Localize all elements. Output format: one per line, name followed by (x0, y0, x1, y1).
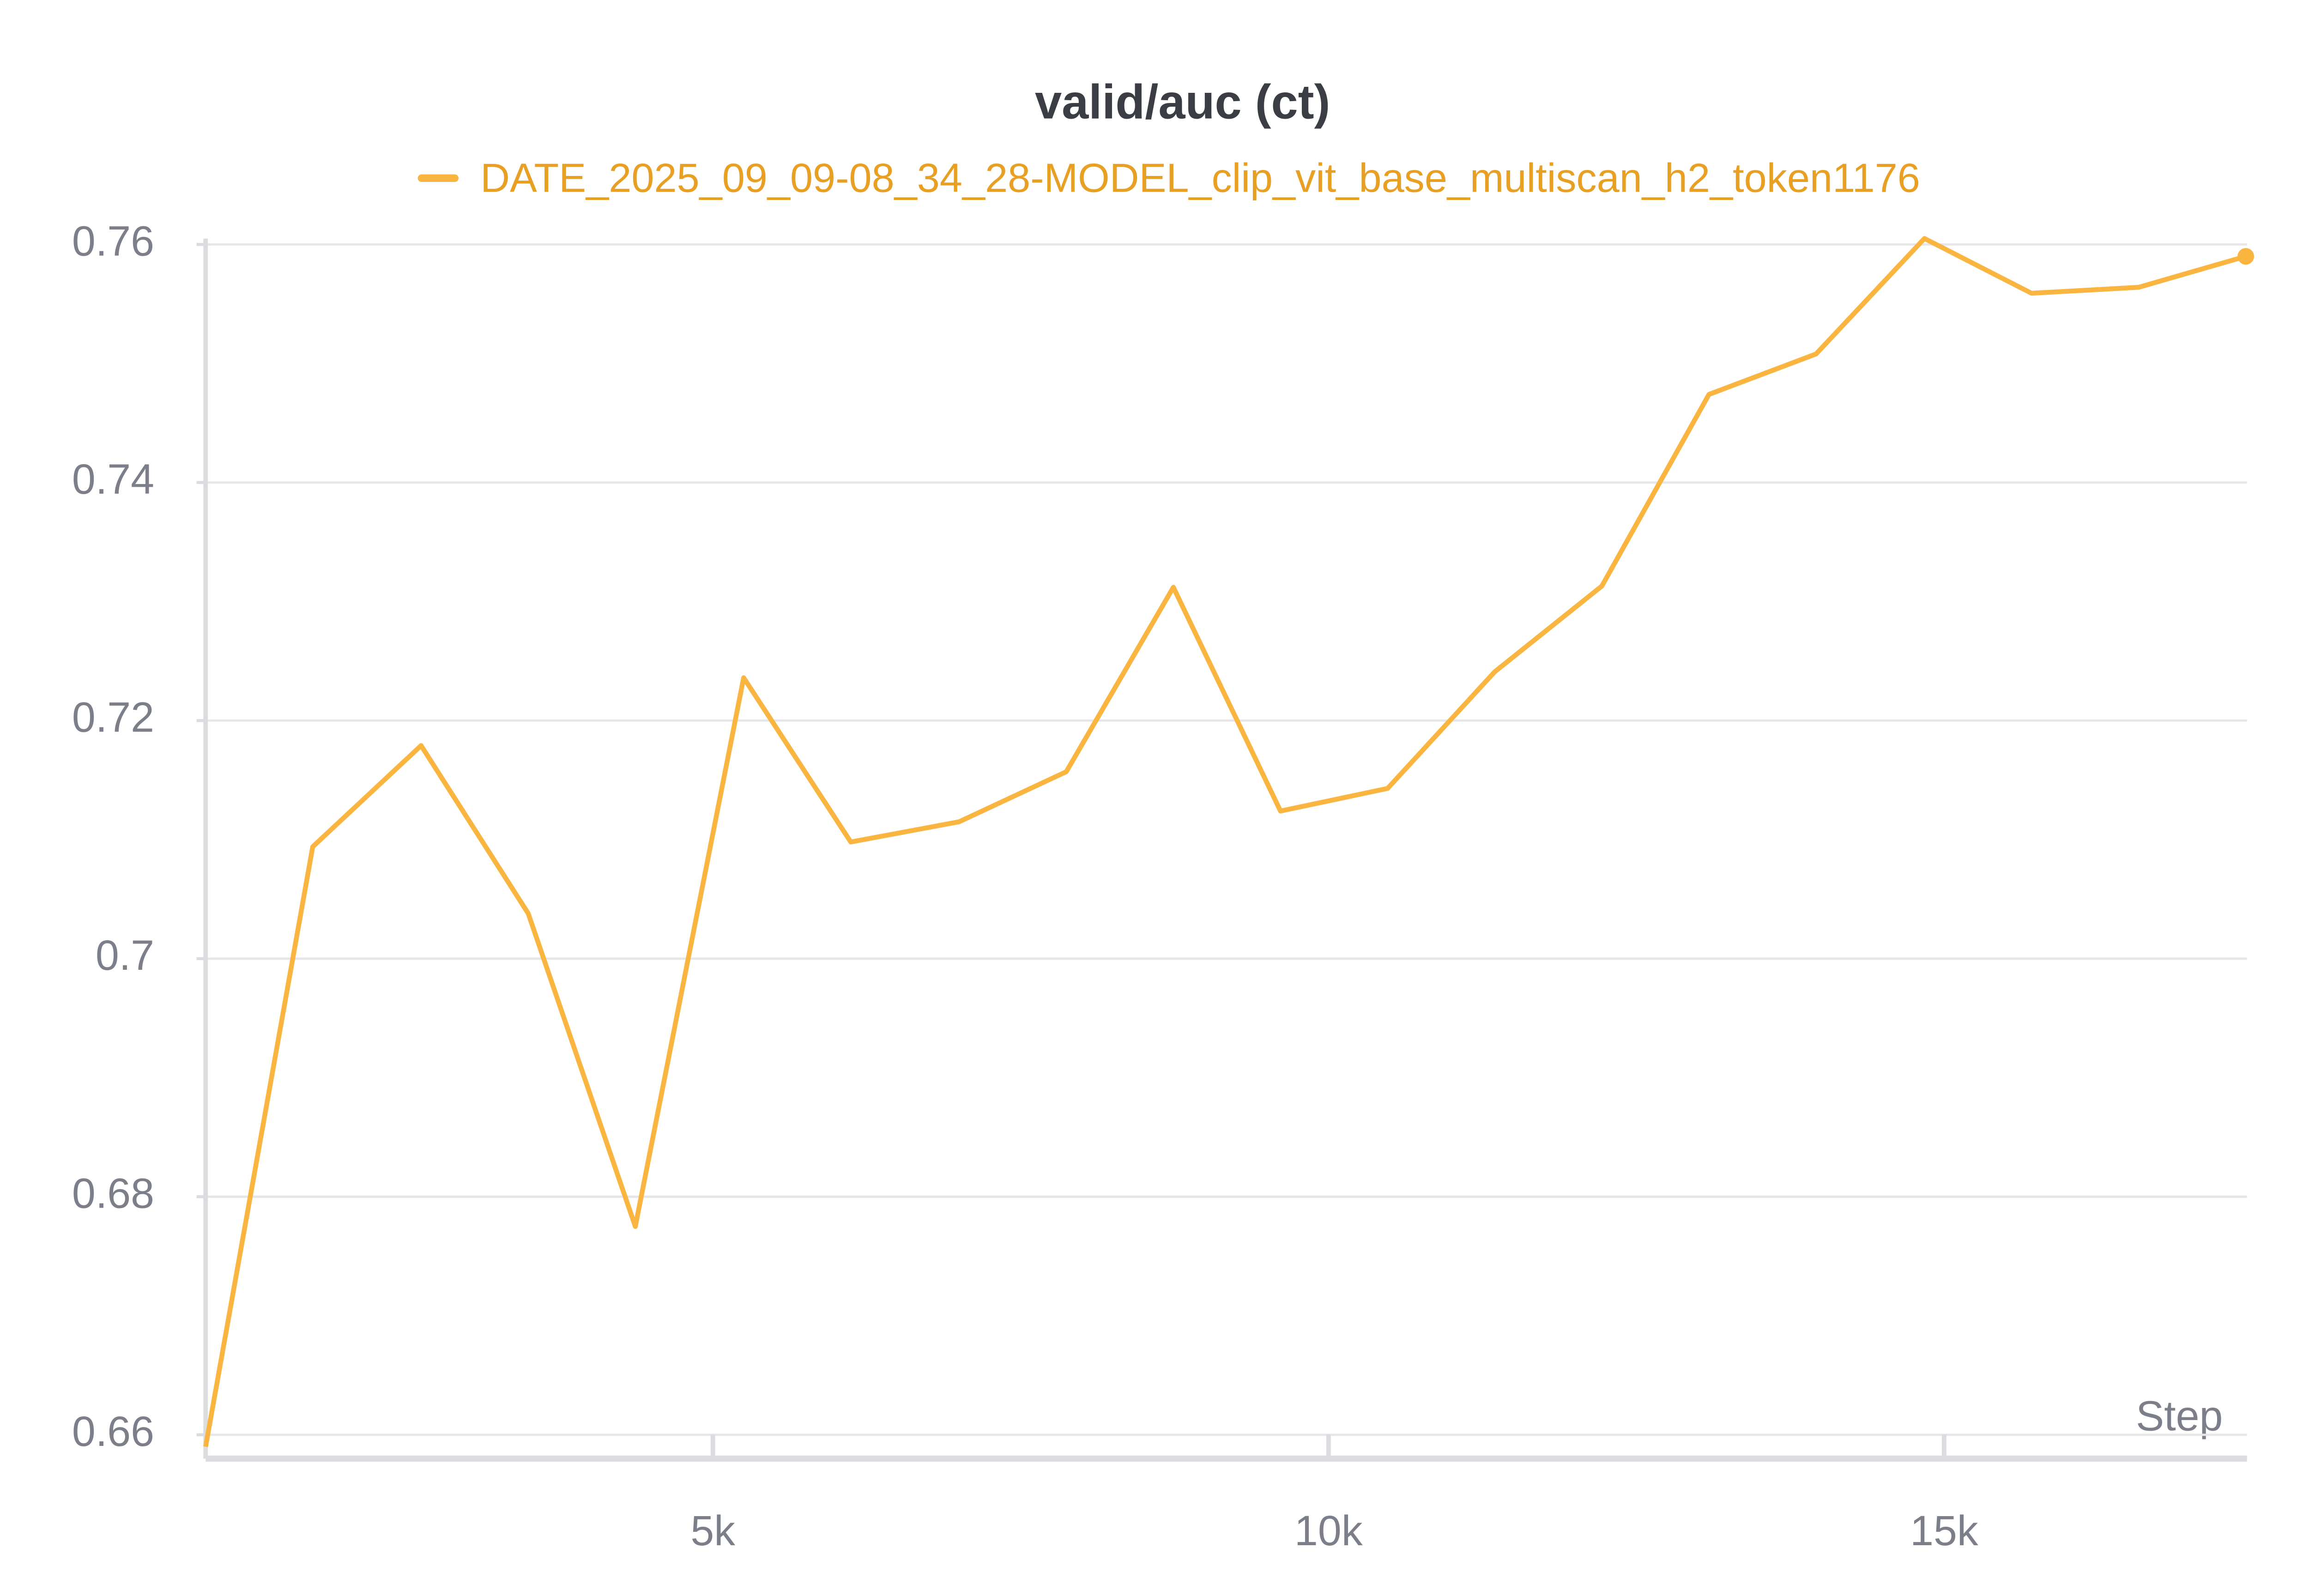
y-tick-label: 0.74 (72, 456, 154, 503)
series-line (203, 236, 2247, 1447)
chart-title: valid/auc (ct) (1035, 75, 1330, 129)
y-tick-label: 0.68 (72, 1170, 154, 1217)
x-tick-label: 5k (690, 1507, 735, 1554)
y-tick-label: 0.76 (72, 218, 154, 265)
x-tick-label: 15k (1910, 1507, 1978, 1554)
y-tick-label: 0.72 (72, 694, 154, 741)
legend-label: DATE_2025_09_09-08_34_28-MODEL_clip_vit_… (480, 155, 1920, 201)
x-tick-label: 10k (1294, 1507, 1363, 1554)
y-tick-label: 0.7 (96, 932, 154, 979)
y-tick-label: 0.66 (72, 1408, 154, 1455)
end-point (2237, 248, 2255, 265)
x-axis-label: Step (2136, 1393, 2223, 1440)
